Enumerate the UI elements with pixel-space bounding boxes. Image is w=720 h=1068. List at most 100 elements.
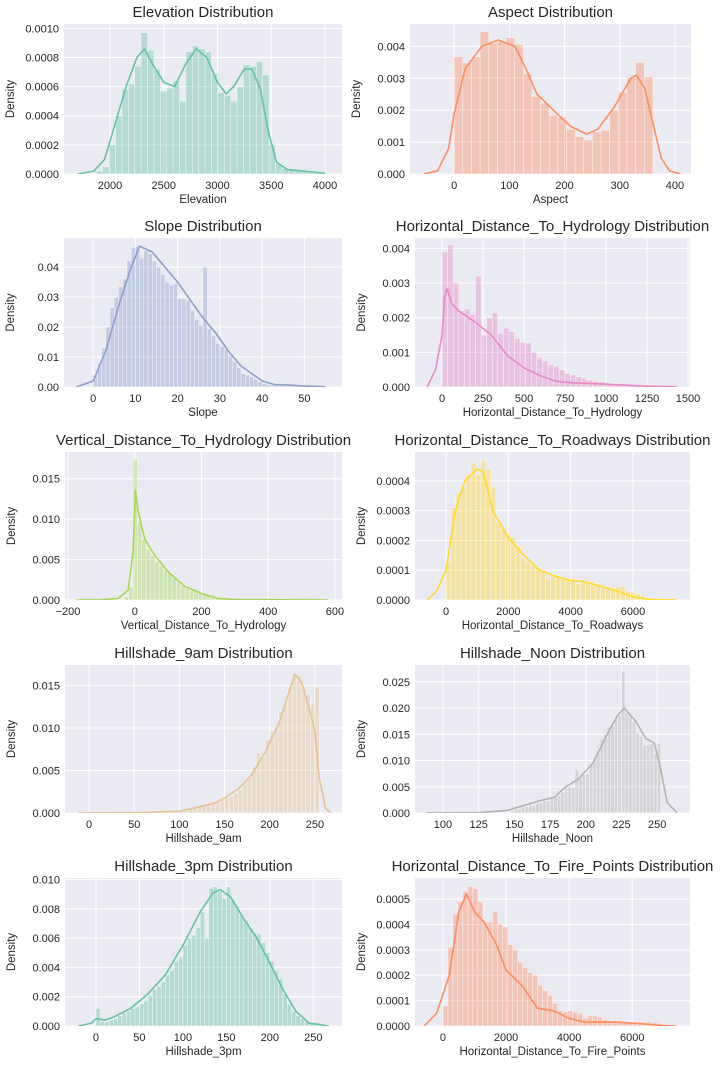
histogram (77, 32, 326, 174)
histogram-bar (256, 61, 263, 174)
histogram-bar (249, 376, 254, 387)
y-axis-label: Density (5, 80, 17, 119)
plot-area (65, 878, 342, 1026)
histogram-bar (581, 774, 587, 813)
histogram-bar (152, 260, 157, 387)
histogram-bar (145, 548, 151, 600)
y-tick-label: 0.002 (382, 313, 410, 325)
y-tick-label: 0.04 (38, 262, 59, 274)
histogram-bar (502, 926, 509, 1026)
histogram-bar (180, 585, 186, 600)
histogram-bar (606, 726, 612, 813)
histogram-bar (482, 921, 489, 1026)
histogram-bar (124, 596, 129, 600)
histogram-bar (548, 115, 559, 174)
x-axis-label: Hillshade_Noon (512, 833, 593, 845)
histogram-bar (599, 738, 604, 813)
histogram-bar (510, 810, 515, 813)
histogram-bar (219, 346, 225, 387)
y-tick-label: 0.001 (377, 137, 405, 149)
histogram-bar (531, 804, 537, 813)
histogram-bar (236, 367, 242, 387)
histogram-bar (211, 335, 216, 387)
histogram-bar (283, 703, 289, 813)
histogram-bar (257, 381, 263, 387)
x-axis-label: Hillshade_3pm (165, 1046, 241, 1058)
histogram-bar (134, 65, 142, 174)
histogram-bar (223, 349, 229, 387)
histogram-bar (500, 528, 507, 600)
y-tick-label: 0.002 (377, 105, 405, 117)
histogram-bar (278, 385, 284, 387)
histogram-bar (156, 986, 162, 1026)
histogram-bar (139, 257, 145, 387)
histogram-bar (268, 144, 276, 174)
x-axis-label: Horizontal_Distance_To_Roadways (462, 620, 644, 632)
y-tick-label: 0.000 (32, 595, 60, 607)
histogram-bar (570, 578, 576, 600)
subplot: 0 50 100 150 200 250 0.000 0.005 0.010 0.015 Hills… (6, 645, 342, 845)
histogram-bar (542, 990, 548, 1026)
x-tick-label: 10 (129, 393, 141, 405)
x-tick-label: 2000 (496, 606, 520, 618)
histogram-bar (198, 325, 204, 387)
x-tick-label: 4000 (558, 606, 582, 618)
histogram-bar (198, 48, 206, 174)
histogram-bar (221, 898, 227, 1026)
y-tick-label: 0.015 (32, 680, 60, 692)
histogram-bar (480, 334, 487, 387)
y-tick-label: 0.005 (382, 782, 410, 794)
y-tick-label: 0.000 (382, 382, 410, 394)
histogram-bar (574, 769, 579, 813)
histogram-bar (253, 379, 259, 387)
x-axis-label: Elevation (179, 194, 226, 206)
x-tick-label: 0 (451, 180, 457, 192)
histogram-bar (219, 799, 225, 813)
x-tick-label: 2000 (494, 1032, 518, 1044)
histogram-bar (160, 981, 166, 1026)
histogram-bar (560, 577, 566, 600)
histogram-bar (134, 1006, 140, 1026)
histogram-bar (173, 283, 178, 387)
y-tick-label: 0.000 (377, 169, 405, 181)
x-tick-label: 0 (86, 819, 92, 831)
histogram-bar (539, 802, 544, 813)
histogram-bar (262, 74, 270, 174)
histogram-bar (192, 45, 199, 174)
histogram-bar (189, 590, 195, 600)
histogram-bar (639, 736, 644, 813)
histogram-bar (600, 130, 610, 174)
histogram-bar (528, 804, 533, 813)
histogram-bar (292, 673, 298, 813)
y-axis-label: Density (5, 293, 17, 332)
histogram-bar (646, 744, 651, 813)
chart-title: Hillshade_3pm Distribution (114, 858, 292, 875)
histogram-bar (545, 578, 551, 600)
histogram-bar (600, 586, 606, 600)
subplot: 0 2000 4000 6000 0.0000 0.0001 0.0002 0.0003 0.0… (356, 858, 713, 1058)
histogram-bar (202, 266, 208, 387)
y-tick-label: 0.015 (32, 474, 60, 486)
y-tick-label: 0.0001 (376, 996, 410, 1008)
y-tick-label: 0.0002 (25, 140, 59, 152)
histogram-bar (200, 911, 205, 1026)
histogram-bar (236, 86, 244, 174)
y-tick-label: 0.0000 (376, 595, 410, 607)
histogram-bar (603, 734, 608, 813)
histogram-bar (517, 808, 522, 813)
x-tick-label: 200 (261, 1032, 279, 1044)
histogram-bar (278, 711, 284, 813)
histogram-bar (130, 247, 136, 387)
x-tick-label: 250 (306, 819, 324, 831)
histogram-bar (217, 890, 223, 1026)
histogram-bar (126, 1011, 131, 1026)
histogram-bar (512, 949, 519, 1026)
y-tick-label: 0.010 (32, 874, 60, 886)
histogram-bar (583, 139, 593, 174)
histogram (78, 673, 332, 813)
histogram (76, 245, 326, 387)
histogram-bar (553, 795, 558, 813)
x-tick-label: 125 (470, 819, 488, 831)
y-tick-label: 0.004 (32, 962, 60, 974)
histogram (423, 886, 677, 1026)
